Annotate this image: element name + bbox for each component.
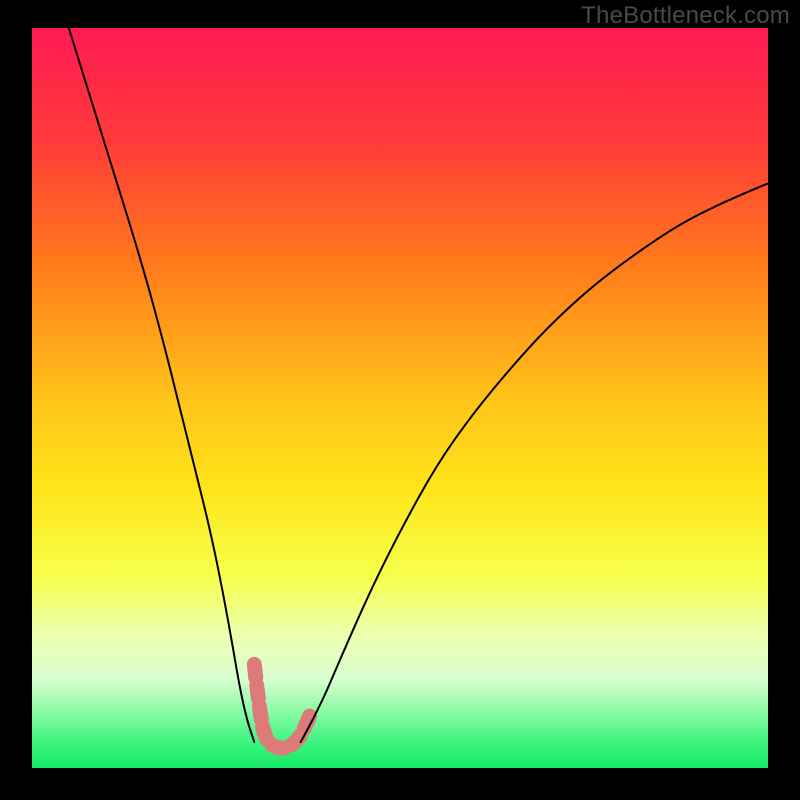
bottleneck-curve-chart xyxy=(32,28,768,768)
chart-plot-area xyxy=(32,28,768,768)
watermark-text: TheBottleneck.com xyxy=(581,2,790,30)
chart-background-gradient xyxy=(32,28,768,768)
